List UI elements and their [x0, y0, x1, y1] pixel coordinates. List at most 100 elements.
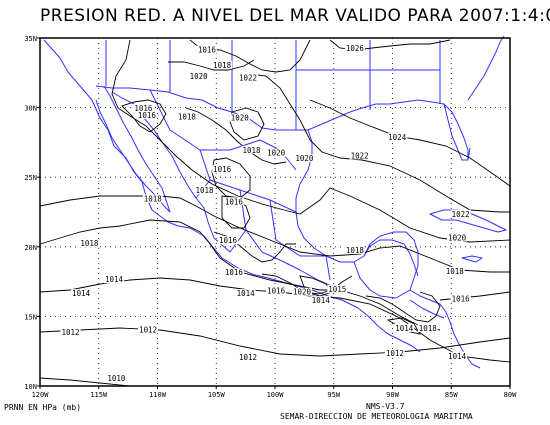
lat-tick-label: 20N [24, 244, 37, 252]
isobar-label: 1012 [139, 325, 157, 334]
isobar-label: 1018 [213, 61, 232, 70]
isobar-label: 1026 [346, 44, 365, 53]
isobar-label: 1020 [231, 114, 250, 123]
isobar-1010 [39, 377, 131, 387]
isobar-label: 1020 [267, 149, 286, 158]
isobar-label: 1016 [138, 111, 157, 120]
isobar-1012 [39, 327, 511, 357]
isobar-label: 1016 [198, 46, 217, 55]
isobar-label-bg [237, 73, 258, 82]
isobar-label-bg [79, 239, 100, 248]
isobar-label-bg [212, 60, 233, 69]
isobar-label: 1012 [62, 328, 80, 337]
honduras-nicaragua-border [409, 299, 445, 319]
isobar-label: 1018 [144, 194, 163, 203]
isobar-label: 1014 [237, 289, 256, 298]
isobar-label: 1020 [295, 154, 314, 163]
isobar-1022 [249, 73, 510, 213]
isobar-1026 [329, 39, 451, 51]
isobar-label-bg [138, 325, 159, 334]
isobar-label-bg [218, 236, 238, 245]
isobar-1016-inland [211, 157, 251, 199]
us-state-lines [105, 40, 441, 130]
isobar-label-bg [133, 103, 154, 112]
isobar-label: 1016 [219, 236, 238, 245]
isobar-label-bg [327, 284, 348, 293]
lon-tick-label: 110W [149, 391, 167, 399]
isobar-label: 1012 [386, 349, 404, 358]
florida-peninsula [443, 103, 471, 161]
isobar-label: 1014 [448, 352, 467, 361]
isobar-label: 1022 [239, 73, 257, 82]
isobar-label-bg [188, 71, 209, 80]
isobar-label: 1020 [448, 233, 467, 242]
isobar-label-bg [176, 112, 197, 121]
isobar-contours [39, 39, 511, 387]
isobar-label-bg [212, 165, 233, 174]
isobar-label: 1016 [452, 295, 471, 304]
isobar-1018 [39, 195, 510, 273]
isobar-label-bg [106, 374, 127, 383]
isobar-label-bg [447, 351, 468, 360]
central-america-caribbean-coast [409, 289, 481, 369]
lat-tick-label: 25N [24, 174, 37, 182]
isobar-label: 1010 [107, 374, 126, 383]
isobar-label: 1024 [388, 133, 407, 142]
isobar-1024 [309, 99, 511, 187]
isobar-label-bg [349, 151, 370, 160]
map-frame [39, 37, 511, 387]
isobar-1018-north [168, 59, 255, 71]
isobar-label-bg [60, 328, 81, 337]
isobar-label: 1022 [351, 151, 369, 160]
isobar-label-bg [142, 194, 163, 203]
isobar-label-bg [235, 289, 256, 298]
isobar-label: 1016 [267, 286, 286, 295]
isobar-label-bg [104, 275, 125, 284]
isobar-label-bg [194, 186, 215, 195]
map-title: PRESION RED. A NIVEL DEL MAR VALIDO PARA… [40, 6, 550, 26]
isobar-label-bg [417, 323, 438, 332]
isobar-label: 1016 [213, 165, 232, 174]
isobar-label-bg [294, 154, 315, 163]
agency-label: SEMAR-DIRECCION DE METEOROLOGIA MARITIMA [280, 412, 473, 421]
isobar-label-bg [450, 294, 471, 303]
isobar-label-bg [266, 148, 287, 157]
isobar-1020 [111, 39, 511, 243]
yucatan-peninsula [363, 231, 419, 291]
isobar-label-bg [387, 133, 408, 142]
us-atlantic-coast [467, 35, 505, 101]
isobar-label: 1018 [446, 267, 465, 276]
isobar-label: 1018 [80, 239, 99, 248]
isobar-1016-gulf-ca [121, 99, 167, 133]
pacific-coast [43, 39, 421, 353]
isobar-label: 1015 [328, 285, 346, 294]
isobar-label-bg [310, 296, 331, 305]
isobar-1016-south [39, 219, 441, 331]
isobar-label: 1016 [134, 104, 153, 113]
isobar-1018-sierra [185, 107, 287, 165]
isobar-label-bg [266, 286, 287, 295]
isobar-label: 1020 [293, 288, 312, 297]
isobar-label: 1018 [419, 324, 438, 333]
isobar-label: 1016 [225, 268, 244, 277]
isobar-1020-high [229, 107, 265, 141]
lon-tick-label: 90W [386, 391, 399, 399]
isobar-label-bg [223, 197, 244, 206]
isobar-label-bg [394, 323, 415, 332]
isobar-label: 1014 [105, 275, 124, 284]
lon-tick-label: 105W [208, 391, 226, 399]
isobar-label: 1014 [312, 296, 331, 305]
isobar-label: 1016 [225, 197, 244, 206]
isobar-label-bg [344, 245, 365, 254]
isobar-label-bg [447, 233, 468, 242]
lat-tick-label: 35N [24, 35, 37, 43]
isobar-1016-east [439, 291, 511, 301]
isobar-label: 1020 [190, 72, 209, 81]
lat-tick-label: 10N [24, 383, 37, 391]
isobar-label-bg [241, 145, 262, 154]
lon-tick-label: 80W [504, 391, 517, 399]
baja-california-peninsula [95, 85, 171, 213]
map-axes: 120W 115W 110W 105W 100W 95W 90W 85W 80W 10N 15N 20… [24, 35, 517, 399]
